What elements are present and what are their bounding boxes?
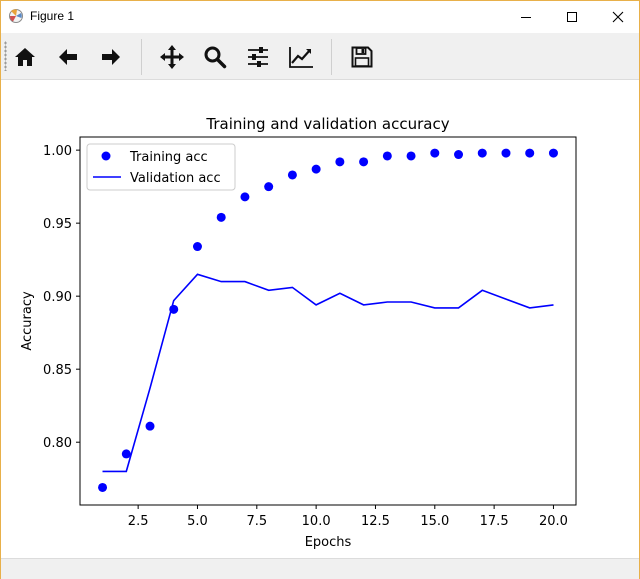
minimize-button[interactable] bbox=[503, 1, 549, 32]
training-acc-point bbox=[359, 157, 369, 167]
training-acc-point bbox=[477, 148, 487, 158]
training-acc-point bbox=[501, 148, 511, 158]
edit-axis-icon bbox=[289, 47, 313, 68]
training-acc-point bbox=[406, 151, 416, 161]
save-button[interactable] bbox=[345, 40, 379, 74]
window-title: Figure 1 bbox=[30, 9, 75, 23]
training-acc-point bbox=[264, 182, 274, 192]
x-tick-label: 5.0 bbox=[187, 514, 208, 529]
training-acc-point bbox=[145, 421, 155, 431]
x-tick-label: 2.5 bbox=[128, 514, 149, 529]
maximize-icon bbox=[567, 11, 577, 22]
minimize-icon bbox=[521, 16, 531, 18]
x-tick-label: 12.5 bbox=[361, 514, 390, 529]
title-bar[interactable]: Figure 1 bbox=[1, 1, 639, 32]
x-tick-label: 15.0 bbox=[420, 514, 449, 529]
forward-button[interactable] bbox=[94, 40, 128, 74]
toolbar-separator bbox=[331, 39, 332, 75]
x-tick-label: 7.5 bbox=[246, 514, 267, 529]
toolbar-separator bbox=[141, 39, 142, 75]
y-tick-label: 1.00 bbox=[43, 144, 72, 159]
configure-subplots-icon bbox=[248, 47, 268, 67]
pan-button[interactable] bbox=[155, 40, 189, 74]
x-tick-label: 10.0 bbox=[302, 514, 331, 529]
x-tick-label: 20.0 bbox=[539, 514, 568, 529]
close-icon bbox=[612, 11, 624, 22]
training-acc-point bbox=[430, 148, 440, 158]
forward-arrow-icon bbox=[102, 49, 120, 65]
x-axis-label: Epochs bbox=[305, 535, 352, 550]
y-tick-label: 0.85 bbox=[43, 363, 72, 378]
chart-svg: Training and validation accuracy 0.80 0.8… bbox=[20, 115, 577, 550]
save-icon bbox=[351, 46, 373, 68]
training-acc-point bbox=[240, 192, 250, 202]
matplotlib-app-icon bbox=[8, 8, 24, 24]
training-acc-point bbox=[454, 150, 464, 160]
training-acc-point bbox=[548, 148, 558, 158]
status-bar bbox=[1, 558, 639, 579]
legend-label-training: Training acc bbox=[129, 150, 208, 165]
training-acc-point bbox=[216, 212, 226, 222]
training-acc-point bbox=[192, 242, 202, 252]
maximize-button[interactable] bbox=[549, 1, 595, 32]
training-acc-point bbox=[311, 164, 321, 174]
zoom-button[interactable] bbox=[198, 40, 232, 74]
training-acc-point bbox=[525, 148, 535, 158]
legend-box bbox=[86, 143, 236, 191]
zoom-icon bbox=[204, 46, 227, 69]
training-acc-point bbox=[98, 482, 108, 492]
back-button[interactable] bbox=[51, 40, 85, 74]
y-tick-label: 0.95 bbox=[43, 217, 72, 232]
training-acc-point bbox=[382, 151, 392, 161]
training-acc-point bbox=[121, 449, 131, 459]
legend-marker-training bbox=[101, 151, 111, 161]
validation-acc-line bbox=[102, 273, 554, 473]
navigation-toolbar bbox=[1, 33, 639, 80]
training-acc-point bbox=[287, 170, 297, 180]
y-tick-label: 0.90 bbox=[43, 290, 72, 305]
legend: Training acc Validation acc bbox=[86, 143, 236, 191]
toolbar-grip[interactable] bbox=[4, 41, 7, 71]
home-icon bbox=[15, 48, 35, 66]
pan-icon bbox=[160, 45, 184, 69]
edit-axis-button[interactable] bbox=[284, 40, 318, 74]
chart-title: Training and validation accuracy bbox=[205, 115, 449, 133]
legend-label-validation: Validation acc bbox=[130, 171, 221, 186]
training-acc-point bbox=[335, 157, 345, 167]
configure-subplots-button[interactable] bbox=[241, 40, 275, 74]
x-tick-label: 17.5 bbox=[480, 514, 509, 529]
plot-area bbox=[79, 136, 577, 506]
home-button[interactable] bbox=[8, 40, 42, 74]
figure-canvas[interactable]: Training and validation accuracy 0.80 0.8… bbox=[1, 80, 639, 558]
close-button[interactable] bbox=[595, 1, 640, 32]
y-tick-label: 0.80 bbox=[43, 436, 72, 451]
back-arrow-icon bbox=[59, 49, 77, 65]
y-axis-label: Accuracy bbox=[20, 291, 35, 351]
